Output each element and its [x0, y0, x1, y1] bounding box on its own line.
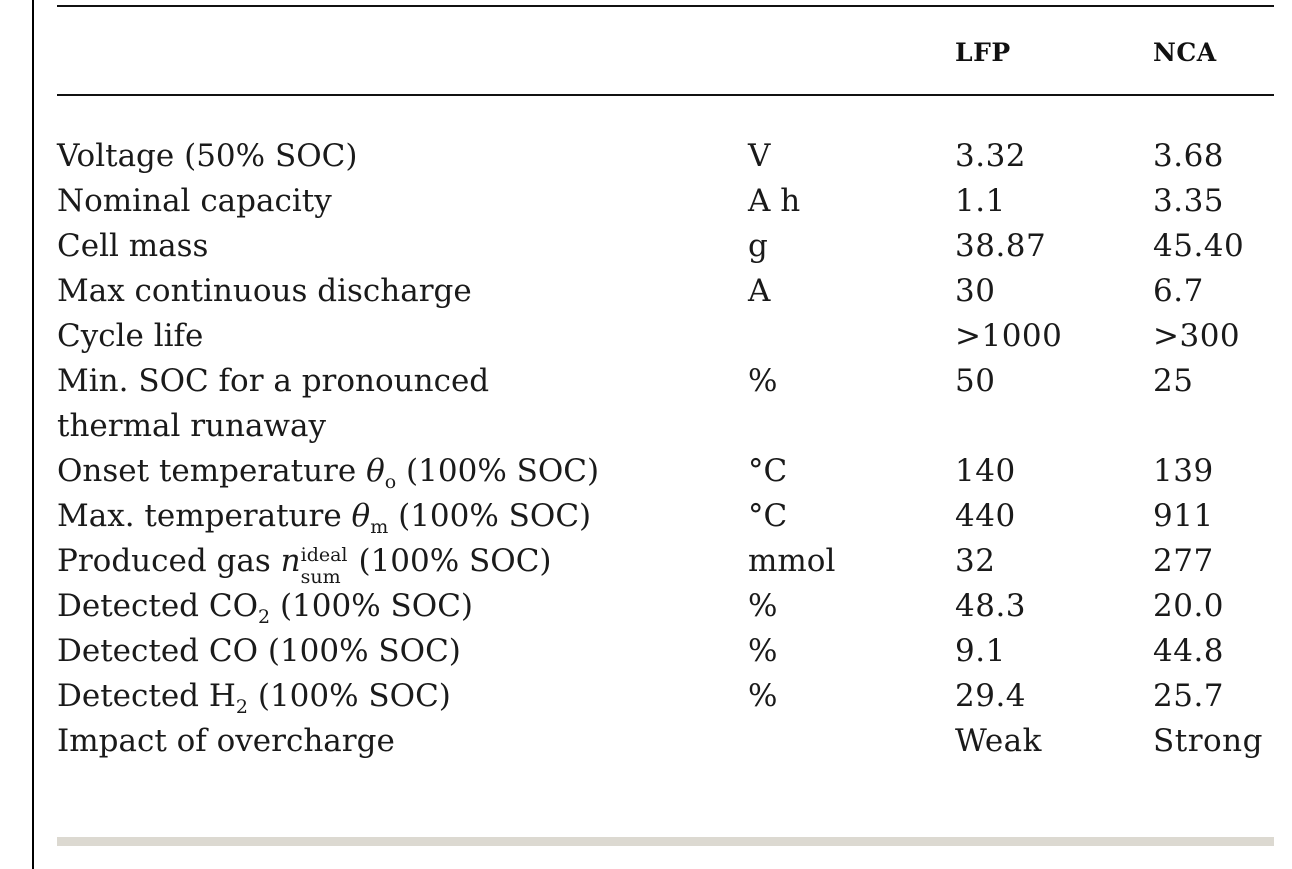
row-nca-value: 6.7 [1153, 273, 1204, 309]
table-row: Onset temperature θo (100% SOC) °C 140 1… [57, 451, 1287, 494]
row-label: Cell mass [57, 228, 209, 264]
table-header-rule [57, 94, 1274, 96]
table-row-continuation: thermal runaway [57, 406, 1287, 446]
table-row: Nominal capacity A h 1.1 3.35 [57, 181, 1287, 221]
table-row: Min. SOC for a pronounced % 50 25 [57, 361, 1287, 401]
header-lfp: LFP [955, 38, 1011, 67]
row-lfp-value: 29.4 [955, 678, 1027, 714]
row-label: thermal runaway [57, 408, 326, 444]
table-row: Detected CO (100% SOC) % 9.1 44.8 [57, 631, 1287, 671]
row-label: Cycle life [57, 318, 204, 354]
row-label: Detected CO2 (100% SOC) [57, 588, 474, 629]
row-nca-value: 45.40 [1153, 228, 1245, 264]
row-lfp-value: 50 [955, 363, 996, 399]
row-nca-value: 139 [1153, 453, 1214, 489]
row-label: Max continuous discharge [57, 273, 472, 309]
row-unit: % [748, 363, 778, 399]
row-unit: A h [748, 183, 801, 219]
row-label: Onset temperature θo (100% SOC) [57, 453, 600, 494]
row-nca-value: 25 [1153, 363, 1194, 399]
table-row: Detected H2 (100% SOC) % 29.4 25.7 [57, 676, 1287, 719]
row-unit: % [748, 633, 778, 669]
row-unit: V [748, 138, 771, 174]
row-lfp-value: 32 [955, 543, 996, 579]
table-top-rule [57, 5, 1274, 7]
row-nca-value: 44.8 [1153, 633, 1225, 669]
row-nca-value: 20.0 [1153, 588, 1225, 624]
row-lfp-value: 1.1 [955, 183, 1006, 219]
row-label: Max. temperature θm (100% SOC) [57, 498, 592, 539]
row-unit: % [748, 588, 778, 624]
row-nca-value: 25.7 [1153, 678, 1225, 714]
table-bottom-rule [57, 837, 1274, 846]
table-row: Detected CO2 (100% SOC) % 48.3 20.0 [57, 586, 1287, 629]
row-label: Voltage (50% SOC) [57, 138, 358, 174]
row-lfp-value: Weak [955, 723, 1042, 759]
row-unit: °C [748, 498, 788, 534]
row-nca-value: 911 [1153, 498, 1214, 534]
table-row: Cycle life >1000 >300 [57, 316, 1287, 356]
row-label: Detected H2 (100% SOC) [57, 678, 451, 719]
row-lfp-value: 48.3 [955, 588, 1027, 624]
row-lfp-value: 140 [955, 453, 1016, 489]
row-nca-value: Strong [1153, 723, 1263, 759]
table-row: Cell mass g 38.87 45.40 [57, 226, 1287, 266]
row-unit: A [748, 273, 771, 309]
row-label: Impact of overcharge [57, 723, 395, 759]
row-unit: g [748, 228, 768, 264]
row-nca-value: >300 [1153, 318, 1241, 354]
row-nca-value: 277 [1153, 543, 1214, 579]
row-label: Min. SOC for a pronounced [57, 363, 490, 399]
table-row: Produced gas n ideal sum (100% SOC) mmol 3… [57, 541, 1287, 588]
row-lfp-value: >1000 [955, 318, 1063, 354]
row-nca-value: 3.35 [1153, 183, 1225, 219]
row-label: Nominal capacity [57, 183, 332, 219]
row-label: Produced gas n ideal sum (100% SOC) [57, 543, 552, 588]
row-lfp-value: 30 [955, 273, 996, 309]
row-unit: % [748, 678, 778, 714]
table-row: Voltage (50% SOC) V 3.32 3.68 [57, 136, 1287, 176]
row-lfp-value: 3.32 [955, 138, 1027, 174]
row-label: Detected CO (100% SOC) [57, 633, 461, 669]
table-row: Max continuous discharge A 30 6.7 [57, 271, 1287, 311]
row-lfp-value: 440 [955, 498, 1016, 534]
table-row: Max. temperature θm (100% SOC) °C 440 91… [57, 496, 1287, 539]
page-left-border [32, 0, 34, 869]
header-nca: NCA [1153, 38, 1217, 67]
row-unit: °C [748, 453, 788, 489]
row-lfp-value: 9.1 [955, 633, 1006, 669]
table-row: Impact of overcharge Weak Strong [57, 721, 1287, 761]
row-nca-value: 3.68 [1153, 138, 1225, 174]
row-lfp-value: 38.87 [955, 228, 1047, 264]
row-unit: mmol [748, 543, 836, 579]
